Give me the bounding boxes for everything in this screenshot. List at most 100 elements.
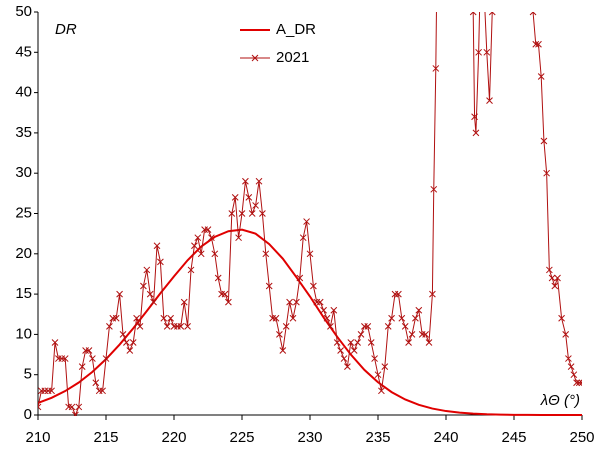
marker [562, 331, 570, 338]
marker [293, 298, 300, 306]
marker [570, 371, 578, 379]
marker [472, 129, 480, 137]
marker [265, 282, 273, 290]
legend-marker [251, 54, 259, 62]
marker [238, 210, 246, 217]
marker [191, 242, 198, 250]
marker [333, 339, 341, 346]
series-line [38, 12, 582, 416]
marker [296, 274, 304, 282]
marker [112, 314, 120, 322]
marker [488, 12, 496, 16]
marker [61, 355, 69, 362]
marker [92, 379, 100, 387]
marker [537, 73, 545, 80]
y-tick-label: 0 [24, 406, 32, 423]
marker [371, 355, 378, 362]
marker [163, 322, 171, 330]
marker [248, 210, 256, 217]
y-tick-label: 40 [15, 84, 32, 101]
marker [255, 177, 263, 185]
marker [546, 266, 553, 274]
marker [401, 322, 409, 330]
marker [327, 322, 334, 330]
marker [279, 347, 287, 354]
marker [337, 347, 344, 354]
marker [245, 194, 253, 201]
marker [486, 97, 493, 105]
marker [330, 306, 338, 314]
y-tick-label: 15 [15, 285, 32, 302]
marker [116, 290, 123, 298]
marker [286, 298, 293, 306]
marker [575, 379, 582, 387]
marker [388, 314, 395, 322]
marker [567, 363, 575, 370]
marker [85, 347, 93, 354]
marker [432, 65, 440, 72]
x-tick-label: 210 [25, 429, 50, 446]
marker [160, 314, 168, 322]
marker [187, 266, 195, 274]
marker [543, 169, 550, 177]
marker [177, 322, 185, 330]
marker [184, 322, 191, 330]
x-tick-label: 220 [161, 429, 186, 446]
marker [262, 250, 270, 258]
marker [211, 250, 219, 258]
marker [415, 306, 423, 314]
marker [38, 403, 42, 411]
marker [475, 48, 482, 56]
marker [106, 322, 113, 330]
y-tick-label: 35 [15, 124, 32, 141]
marker [197, 250, 205, 258]
legend-label: 2021 [276, 49, 309, 66]
marker [529, 12, 537, 16]
marker [214, 274, 222, 282]
marker [204, 226, 212, 233]
marker [354, 339, 361, 346]
marker [573, 379, 580, 387]
marker [408, 331, 416, 338]
marker [532, 40, 540, 48]
marker [119, 331, 127, 338]
marker [225, 298, 232, 306]
x-tick-label: 250 [569, 429, 594, 446]
marker [405, 339, 412, 346]
x-tick-label: 230 [297, 429, 322, 446]
y-tick-label: 30 [15, 164, 32, 181]
marker [235, 234, 242, 242]
marker [350, 347, 358, 354]
marker [384, 322, 392, 330]
marker [554, 274, 561, 282]
marker [194, 234, 202, 242]
y-tick-label: 5 [24, 366, 32, 383]
x-tick-label: 225 [229, 429, 254, 446]
marker [208, 234, 215, 242]
legend-label: A_DR [276, 21, 316, 38]
marker [289, 314, 297, 322]
marker [540, 137, 548, 145]
marker [231, 194, 239, 201]
marker [398, 314, 406, 322]
marker [126, 347, 134, 354]
marker [551, 282, 559, 290]
marker [378, 387, 385, 395]
x-axis-label: λΘ (°) [540, 392, 580, 409]
marker [133, 314, 140, 322]
marker [364, 322, 372, 330]
marker [221, 290, 229, 298]
y-tick-label: 10 [15, 325, 32, 342]
marker [374, 371, 382, 379]
marker [242, 177, 249, 185]
y-tick-label: 50 [15, 3, 32, 20]
marker [143, 266, 151, 274]
marker [340, 355, 348, 362]
marker [471, 113, 478, 121]
marker [228, 210, 236, 217]
marker [347, 339, 355, 346]
marker [75, 403, 83, 411]
marker [78, 363, 86, 370]
marker [357, 331, 365, 338]
